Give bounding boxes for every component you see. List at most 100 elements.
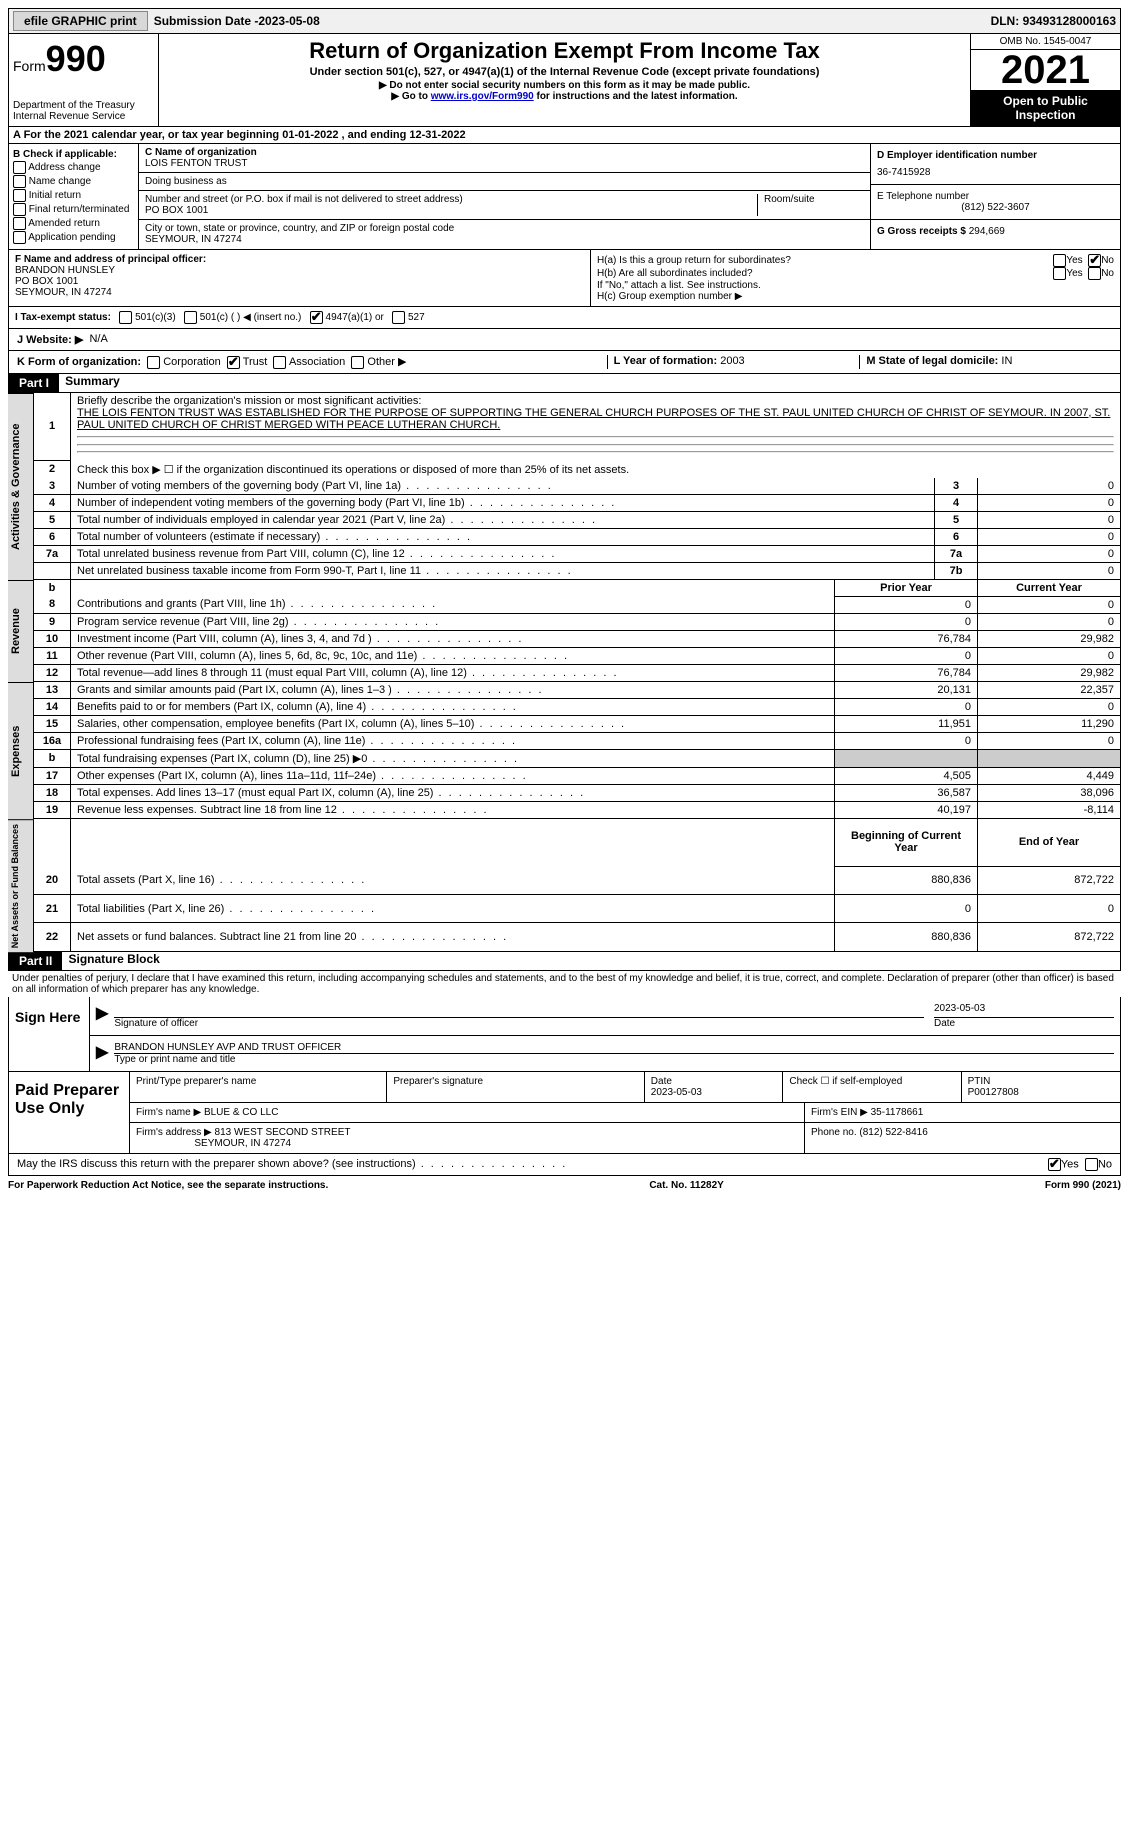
top-bar: efile GRAPHIC print Submission Date - 20… <box>8 8 1121 34</box>
mission-label: Briefly describe the organization's miss… <box>77 395 1114 407</box>
org-name-label: C Name of organization <box>145 147 864 158</box>
line-3-desc: Number of voting members of the governin… <box>71 478 935 495</box>
check-name-change[interactable] <box>13 175 26 188</box>
box-c: C Name of organization LOIS FENTON TRUST… <box>139 144 870 249</box>
entity-section: B Check if applicable: Address change Na… <box>8 144 1121 250</box>
check-527[interactable] <box>392 311 405 324</box>
tab-netassets: Net Assets or Fund Balances <box>8 819 34 952</box>
org-name: LOIS FENTON TRUST <box>145 158 864 169</box>
check-other[interactable] <box>351 356 364 369</box>
line-22-prior: 880,836 <box>835 923 978 951</box>
line-8-current: 0 <box>978 596 1121 613</box>
part1-header: Part I Summary <box>8 374 1121 393</box>
check-address-change[interactable] <box>13 161 26 174</box>
tax-exempt-row: I Tax-exempt status: 501(c)(3) 501(c) ( … <box>8 307 1121 329</box>
line-13-current: 22,357 <box>978 682 1121 699</box>
period-row: A For the 2021 calendar year, or tax yea… <box>8 127 1121 144</box>
line-20-desc: Total assets (Part X, line 16) <box>71 866 835 894</box>
netassets-block: Net Assets or Fund Balances Beginning of… <box>8 819 1121 952</box>
check-4947[interactable] <box>310 311 323 324</box>
check-trust[interactable] <box>227 356 240 369</box>
check-app-pending[interactable] <box>13 231 26 244</box>
line-14-desc: Benefits paid to or for members (Part IX… <box>71 698 835 715</box>
line-15-prior: 11,951 <box>835 715 978 732</box>
efile-print-button[interactable]: efile GRAPHIC print <box>13 11 148 31</box>
ha-yes[interactable] <box>1053 254 1066 267</box>
firm-addr2: SEYMOUR, IN 47274 <box>194 1138 291 1149</box>
mission-text: THE LOIS FENTON TRUST WAS ESTABLISHED FO… <box>77 407 1114 431</box>
check-corp[interactable] <box>147 356 160 369</box>
line-7a-desc: Total unrelated business revenue from Pa… <box>71 545 935 562</box>
prep-name-label: Print/Type preparer's name <box>130 1072 387 1102</box>
line-b-current <box>978 749 1121 767</box>
check-assoc[interactable] <box>273 356 286 369</box>
firm-ein: 35-1178661 <box>871 1107 924 1118</box>
line-18-desc: Total expenses. Add lines 13–17 (must eq… <box>71 784 835 801</box>
governance-block: Activities & Governance 1 Briefly descri… <box>8 393 1121 580</box>
line-7b-desc: Net unrelated business taxable income fr… <box>71 562 935 579</box>
tab-governance: Activities & Governance <box>8 393 34 580</box>
subtitle-2: ▶ Do not enter social security numbers o… <box>163 80 966 91</box>
line-7a-value: 0 <box>978 545 1121 562</box>
check-501c3[interactable] <box>119 311 132 324</box>
arrow-icon: ▶ <box>96 1003 108 1029</box>
line-3-value: 0 <box>978 478 1121 495</box>
line-21-desc: Total liabilities (Part X, line 26) <box>71 895 835 923</box>
tel-value: (812) 522-3607 <box>877 202 1114 213</box>
ha-no[interactable] <box>1088 254 1101 267</box>
line-9-current: 0 <box>978 613 1121 630</box>
line-b-prior <box>835 749 978 767</box>
irs-link[interactable]: www.irs.gov/Form990 <box>431 91 534 102</box>
discuss-yes[interactable] <box>1048 1158 1061 1171</box>
open-inspection: Open to Public Inspection <box>971 90 1120 126</box>
hb-no[interactable] <box>1088 267 1101 280</box>
line-21-prior: 0 <box>835 895 978 923</box>
hb-yes[interactable] <box>1053 267 1066 280</box>
line-15-current: 11,290 <box>978 715 1121 732</box>
firm-name: BLUE & CO LLC <box>204 1107 278 1118</box>
gross-label: G Gross receipts $ <box>877 226 969 237</box>
line-9-prior: 0 <box>835 613 978 630</box>
subtitle-1: Under section 501(c), 527, or 4947(a)(1)… <box>163 66 966 78</box>
line-6-desc: Total number of volunteers (estimate if … <box>71 528 935 545</box>
page-footer: For Paperwork Reduction Act Notice, see … <box>8 1176 1121 1195</box>
officer-group-row: F Name and address of principal officer:… <box>8 250 1121 307</box>
officer-name: BRANDON HUNSLEY AVP AND TRUST OFFICER <box>114 1042 1114 1054</box>
header-center: Return of Organization Exempt From Incom… <box>159 34 970 126</box>
signature-block: Sign Here ▶ Signature of officer 2023-05… <box>8 997 1121 1072</box>
line-11-desc: Other revenue (Part VIII, column (A), li… <box>71 647 835 664</box>
tab-expenses: Expenses <box>8 682 34 819</box>
website-value: N/A <box>89 333 107 346</box>
dln: DLN: 93493128000163 <box>991 14 1116 28</box>
line-18-current: 38,096 <box>978 784 1121 801</box>
line-13-desc: Grants and similar amounts paid (Part IX… <box>71 682 835 699</box>
line-11-current: 0 <box>978 647 1121 664</box>
line-17-current: 4,449 <box>978 767 1121 784</box>
form-org-row: K Form of organization: Corporation Trus… <box>8 351 1121 374</box>
tax-year: 2021 <box>971 50 1120 90</box>
line-12-desc: Total revenue—add lines 8 through 11 (mu… <box>71 664 835 681</box>
check-final-return[interactable] <box>13 203 26 216</box>
line-b-desc: Total fundraising expenses (Part IX, col… <box>71 749 835 767</box>
penalty-text: Under penalties of perjury, I declare th… <box>8 971 1121 997</box>
part2-header: Part II Signature Block <box>8 952 1121 971</box>
line-12-current: 29,982 <box>978 664 1121 681</box>
box-b-title: B Check if applicable: <box>13 149 134 160</box>
check-501c[interactable] <box>184 311 197 324</box>
line-15-desc: Salaries, other compensation, employee b… <box>71 715 835 732</box>
line-22-desc: Net assets or fund balances. Subtract li… <box>71 923 835 951</box>
discuss-no[interactable] <box>1085 1158 1098 1171</box>
preparer-label: Paid Preparer Use Only <box>9 1072 129 1153</box>
submission-date: 2023-05-08 <box>258 14 319 28</box>
prep-self-employed: Check ☐ if self-employed <box>783 1072 961 1102</box>
line-16a-prior: 0 <box>835 732 978 749</box>
line-19-desc: Revenue less expenses. Subtract line 18 … <box>71 801 835 818</box>
header-left: Form990 Department of the Treasury Inter… <box>9 34 159 126</box>
irs-label: Internal Revenue Service <box>13 111 154 122</box>
line-5-desc: Total number of individuals employed in … <box>71 511 935 528</box>
prep-sig-label: Preparer's signature <box>387 1072 644 1102</box>
check-amended[interactable] <box>13 217 26 230</box>
box-d: D Employer identification number 36-7415… <box>870 144 1120 249</box>
firm-addr1: 813 WEST SECOND STREET <box>215 1127 351 1138</box>
check-initial-return[interactable] <box>13 189 26 202</box>
